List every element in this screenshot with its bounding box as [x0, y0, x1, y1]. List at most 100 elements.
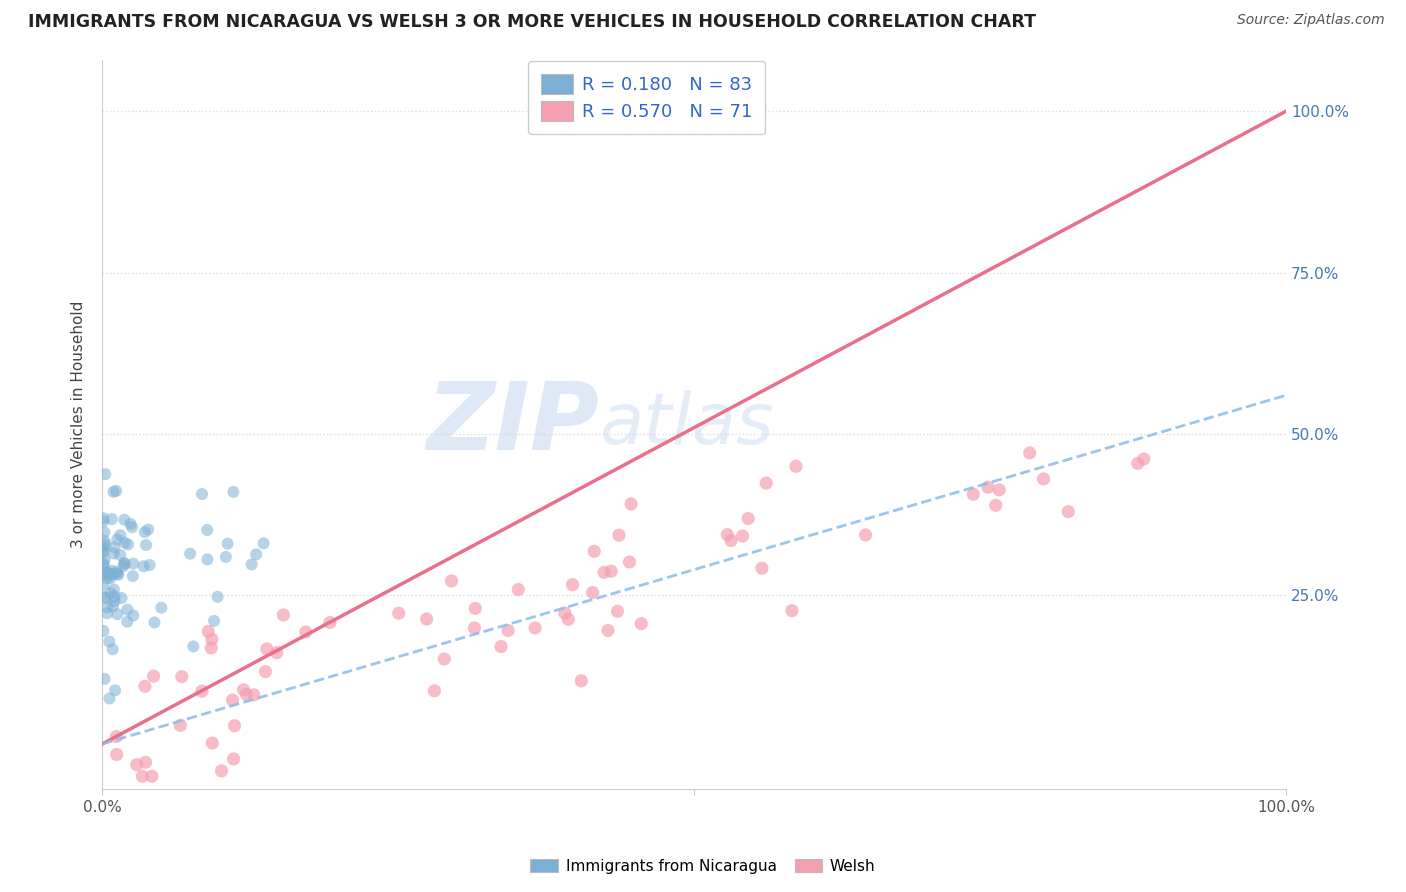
Point [557, 612, 579, 626]
Point [143, 615, 166, 630]
Point [96, 565, 118, 579]
Point [235, 687, 257, 701]
Point [582, 585, 605, 599]
Point [122, 608, 145, 623]
Point [135, 538, 157, 552]
Point [294, 625, 316, 640]
Point [607, 528, 630, 542]
Point [600, 564, 623, 578]
Point [855, 528, 877, 542]
Point [141, 769, 163, 783]
Point [117, 537, 139, 551]
Point [100, 586, 122, 600]
Point [1132, 452, 1154, 467]
Point [120, 516, 142, 531]
Point [134, 679, 156, 693]
Point [150, 600, 173, 615]
Point [222, 484, 245, 499]
Legend: R = 0.180   N = 83, R = 0.570   N = 71: R = 0.180 N = 83, R = 0.570 N = 71 [529, 62, 765, 134]
Point [105, 483, 128, 498]
Point [94, 467, 117, 482]
Point [98, 634, 121, 648]
Point [93, 567, 115, 582]
Point [93, 515, 115, 529]
Point [496, 624, 519, 638]
Point [962, 487, 984, 501]
Point [1057, 505, 1080, 519]
Point [132, 559, 155, 574]
Point [134, 756, 156, 770]
Point [440, 574, 463, 588]
Point [583, 544, 606, 558]
Point [100, 571, 122, 585]
Point [94, 591, 117, 605]
Point [183, 640, 205, 654]
Point [121, 569, 143, 583]
Point [93, 672, 115, 686]
Point [240, 558, 263, 572]
Point [232, 682, 254, 697]
Point [731, 529, 754, 543]
Point [114, 535, 136, 549]
Point [94, 537, 117, 551]
Point [110, 591, 132, 605]
Point [243, 688, 266, 702]
Point [256, 642, 278, 657]
Text: atlas: atlas [599, 390, 775, 458]
Point [96, 600, 118, 615]
Point [433, 652, 456, 666]
Point [596, 624, 619, 638]
Point [114, 557, 136, 571]
Point [103, 546, 125, 560]
Point [96, 571, 118, 585]
Point [464, 601, 486, 615]
Point [105, 607, 128, 622]
Point [415, 612, 437, 626]
Point [98, 568, 121, 582]
Point [138, 558, 160, 572]
Point [117, 603, 139, 617]
Point [112, 513, 135, 527]
Point [211, 764, 233, 778]
Point [112, 556, 135, 570]
Point [200, 640, 222, 655]
Point [93, 553, 115, 567]
Text: ZIP: ZIP [426, 378, 599, 470]
Text: Source: ZipAtlas.com: Source: ZipAtlas.com [1237, 13, 1385, 28]
Point [103, 484, 125, 499]
Point [103, 540, 125, 554]
Point [93, 533, 115, 548]
Point [197, 552, 219, 566]
Point [93, 525, 115, 540]
Point [97, 566, 120, 580]
Point [388, 606, 411, 620]
Point [121, 520, 143, 534]
Point [93, 544, 115, 558]
Point [131, 769, 153, 783]
Point [93, 545, 115, 559]
Point [716, 527, 738, 541]
Point [221, 693, 243, 707]
Point [620, 497, 643, 511]
Point [207, 590, 229, 604]
Point [103, 582, 125, 597]
Point [569, 673, 592, 688]
Point [104, 683, 127, 698]
Point [423, 683, 446, 698]
Point [1032, 472, 1054, 486]
Point [254, 665, 277, 679]
Point [201, 736, 224, 750]
Point [101, 512, 124, 526]
Point [780, 604, 803, 618]
Point [508, 582, 530, 597]
Point [93, 577, 115, 591]
Point [630, 616, 652, 631]
Point [215, 549, 238, 564]
Point [93, 556, 115, 570]
Point [619, 555, 641, 569]
Point [245, 548, 267, 562]
Point [93, 540, 115, 554]
Point [984, 498, 1007, 512]
Point [463, 621, 485, 635]
Point [977, 480, 1000, 494]
